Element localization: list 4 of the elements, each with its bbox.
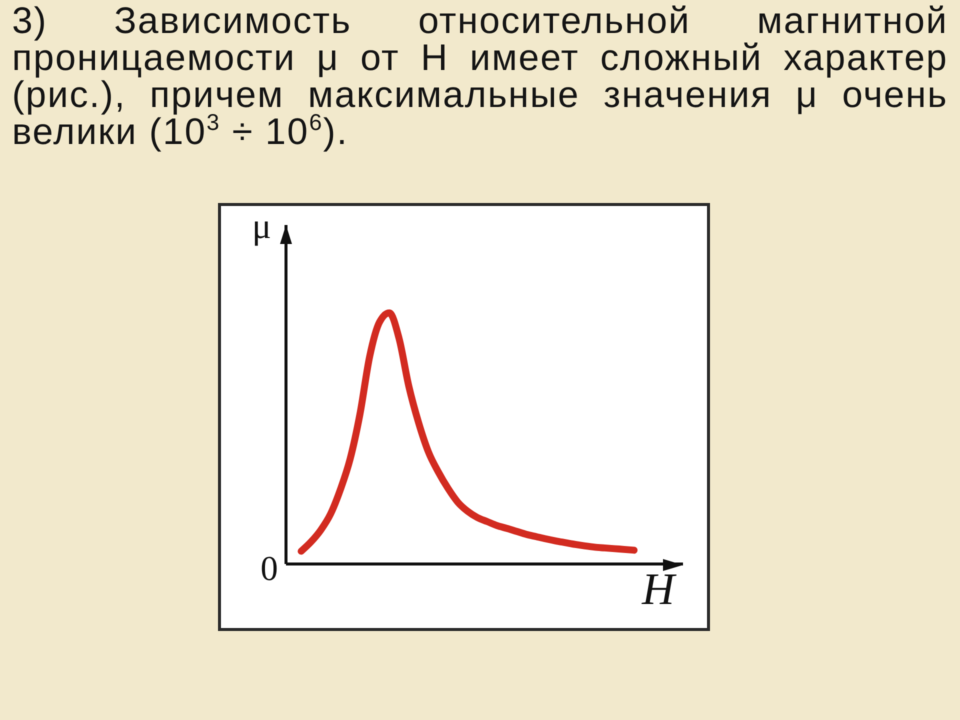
chart-title: 3) Зависимость относительной магнитной проницаемости μ от H имеет сложный характер (рис.), причем максимальные значения μ очень велики (10$^{3}$ ÷ 10$^{6}$). [12,0,948,152]
text: 0 [260,549,278,588]
y-axis-title: μ [252,206,272,246]
x-axis-title: H [642,564,674,614]
